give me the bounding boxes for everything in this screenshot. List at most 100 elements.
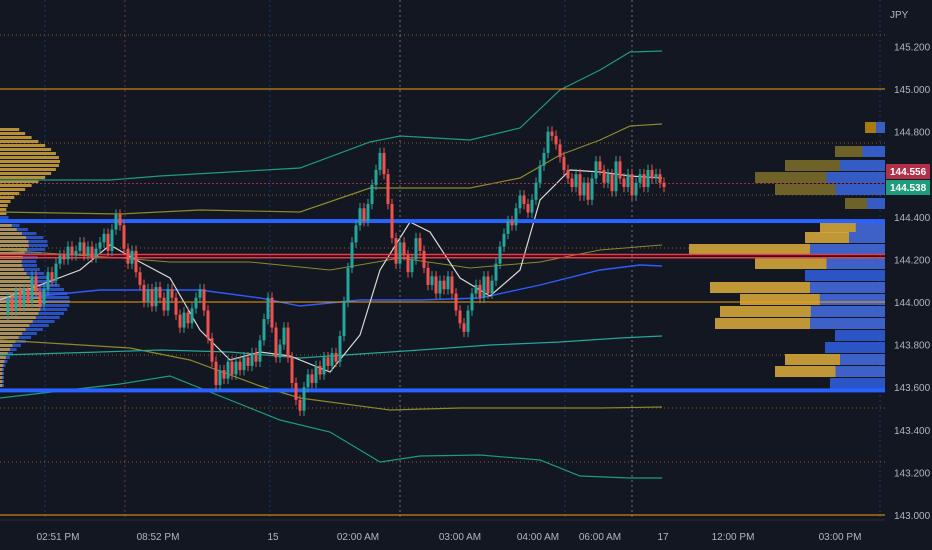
volume-bar bbox=[0, 176, 46, 179]
volume-bar bbox=[785, 354, 885, 365]
candle-body bbox=[34, 276, 38, 292]
candle-body bbox=[54, 263, 58, 281]
volume-bar bbox=[0, 332, 23, 335]
volume-bar bbox=[755, 172, 885, 183]
candle-body bbox=[342, 302, 346, 337]
candle-body bbox=[86, 246, 90, 256]
time-tick-label: 12:00 PM bbox=[712, 532, 755, 543]
time-tick-label: 08:52 PM bbox=[137, 532, 180, 543]
candle-body bbox=[658, 174, 662, 183]
candle-body bbox=[110, 229, 114, 251]
candle-body bbox=[318, 365, 322, 375]
candle-body bbox=[262, 319, 266, 341]
candle-body bbox=[530, 199, 534, 213]
candle-body bbox=[302, 387, 306, 411]
candle-body bbox=[18, 291, 22, 307]
volume-bar bbox=[0, 236, 27, 239]
candle-body bbox=[230, 361, 234, 375]
candle-body bbox=[578, 174, 582, 196]
candle-body bbox=[66, 246, 70, 260]
candle-body bbox=[398, 242, 402, 264]
candle-body bbox=[314, 365, 318, 383]
candle-body bbox=[650, 169, 654, 179]
candle-body bbox=[162, 297, 166, 311]
volume-bar bbox=[819, 294, 885, 305]
volume-bar bbox=[826, 258, 885, 269]
volume-bar bbox=[820, 222, 885, 233]
volume-bar bbox=[689, 244, 885, 255]
candle-body bbox=[430, 276, 434, 285]
candle-body bbox=[30, 276, 34, 302]
candle-body bbox=[14, 291, 18, 311]
volume-bar bbox=[0, 340, 16, 343]
volume-bar bbox=[810, 306, 885, 317]
candle-body bbox=[94, 248, 98, 258]
volume-bar bbox=[0, 384, 3, 387]
volume-bar bbox=[0, 192, 20, 195]
volume-bar bbox=[0, 148, 52, 151]
candle-body bbox=[266, 297, 270, 320]
candle-body bbox=[418, 238, 422, 251]
currency-label: JPY bbox=[890, 10, 909, 21]
candle-body bbox=[334, 353, 338, 362]
candle-body bbox=[586, 182, 590, 200]
volume-bar bbox=[0, 196, 15, 199]
volume-bar bbox=[0, 276, 30, 279]
volume-bar bbox=[0, 272, 27, 275]
last-price-badge bbox=[886, 164, 930, 179]
volume-bar bbox=[876, 122, 885, 133]
candle-body bbox=[554, 135, 558, 145]
time-axis[interactable]: 02:51 PM 08:52 PM 15 02:00 AM 03:00 AM 04:00 … bbox=[0, 519, 885, 543]
candle-body bbox=[242, 357, 246, 371]
candle-body bbox=[354, 225, 358, 243]
volume-bar bbox=[755, 258, 885, 269]
volume-bar bbox=[0, 184, 32, 187]
volume-bar bbox=[805, 232, 885, 243]
candle-body bbox=[502, 233, 506, 247]
candle-body bbox=[130, 250, 134, 264]
candle-body bbox=[294, 382, 298, 400]
candle-body bbox=[282, 327, 286, 345]
candle-body bbox=[394, 238, 398, 264]
candle-body bbox=[374, 169, 378, 185]
candle-body bbox=[654, 174, 658, 179]
candle-body bbox=[566, 169, 570, 179]
candle-body bbox=[498, 246, 502, 264]
candle-body bbox=[90, 246, 94, 258]
candle-body bbox=[106, 233, 110, 251]
candle-body bbox=[194, 297, 198, 309]
volume-bar bbox=[775, 366, 885, 377]
candle-body bbox=[382, 152, 386, 175]
volume-bar bbox=[825, 342, 885, 353]
candle-body bbox=[646, 169, 650, 187]
upper-olive-band bbox=[0, 123, 663, 215]
volume-bar bbox=[0, 228, 17, 231]
candle-body bbox=[446, 276, 450, 290]
price-badges: 144.556 144.538 bbox=[886, 164, 930, 195]
candles bbox=[6, 126, 666, 416]
candle-body bbox=[150, 289, 154, 307]
candle-body bbox=[470, 293, 474, 311]
candle-body bbox=[570, 178, 574, 187]
price-axis[interactable]: JPY 145.200145.000144.800144.600144.4001… bbox=[885, 0, 932, 550]
volume-bar bbox=[0, 280, 33, 283]
green-moving-average bbox=[0, 335, 663, 359]
candle-body bbox=[246, 357, 250, 366]
candle-body bbox=[558, 144, 562, 158]
candle-body bbox=[510, 221, 514, 226]
volume-bar bbox=[0, 188, 26, 191]
candle-body bbox=[118, 214, 122, 226]
candle-body bbox=[158, 287, 162, 298]
candle-body bbox=[490, 280, 494, 294]
candle-body bbox=[642, 174, 646, 187]
candle-body bbox=[350, 242, 354, 268]
candle-body bbox=[98, 242, 102, 249]
volume-bar bbox=[0, 364, 4, 367]
volume-bar bbox=[0, 268, 24, 271]
candle-body bbox=[518, 195, 522, 209]
candle-body bbox=[386, 174, 390, 205]
candle-body bbox=[506, 221, 510, 234]
candle-body bbox=[270, 297, 274, 328]
candle-body bbox=[26, 289, 30, 302]
candle-body bbox=[378, 152, 382, 170]
